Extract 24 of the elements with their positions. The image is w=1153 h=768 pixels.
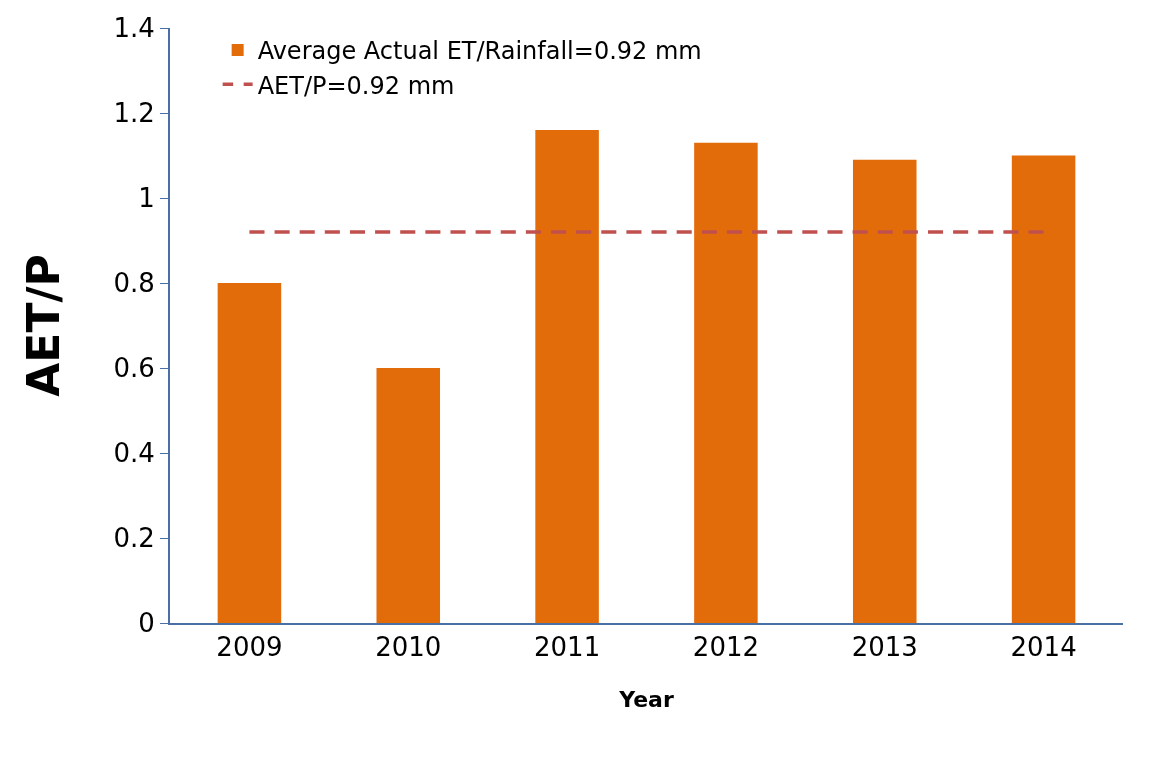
x-tick-label: 2014 xyxy=(1010,632,1077,663)
y-tick-label: 1 xyxy=(138,183,155,214)
x-tick-label: 2012 xyxy=(692,632,760,663)
bar xyxy=(852,159,917,623)
bar xyxy=(376,368,441,623)
y-tick-label: 0.6 xyxy=(113,353,155,384)
y-tick-label: 0.2 xyxy=(113,523,155,554)
y-tick-label: 1.4 xyxy=(113,13,155,44)
bar xyxy=(217,283,282,623)
y-tick-label: 0.8 xyxy=(113,268,155,299)
x-axis-title: Year xyxy=(618,686,674,712)
bar xyxy=(694,142,758,623)
bar xyxy=(535,130,599,623)
x-tick-label: 2013 xyxy=(851,632,918,663)
legend-label: Average Actual ET/Rainfall=0.92 mm xyxy=(257,37,702,66)
y-tick-label: 0 xyxy=(138,608,155,639)
y-tick-label: 1.2 xyxy=(113,98,155,129)
x-tick-label: 2009 xyxy=(216,632,283,663)
legend-label: AET/P=0.92 mm xyxy=(257,71,455,100)
x-tick-label: 2011 xyxy=(533,632,601,663)
bar xyxy=(1011,155,1076,623)
x-tick-label: 2010 xyxy=(375,632,442,663)
y-tick-label: 0.4 xyxy=(113,438,155,469)
y-axis-title: AET/P xyxy=(18,254,70,397)
